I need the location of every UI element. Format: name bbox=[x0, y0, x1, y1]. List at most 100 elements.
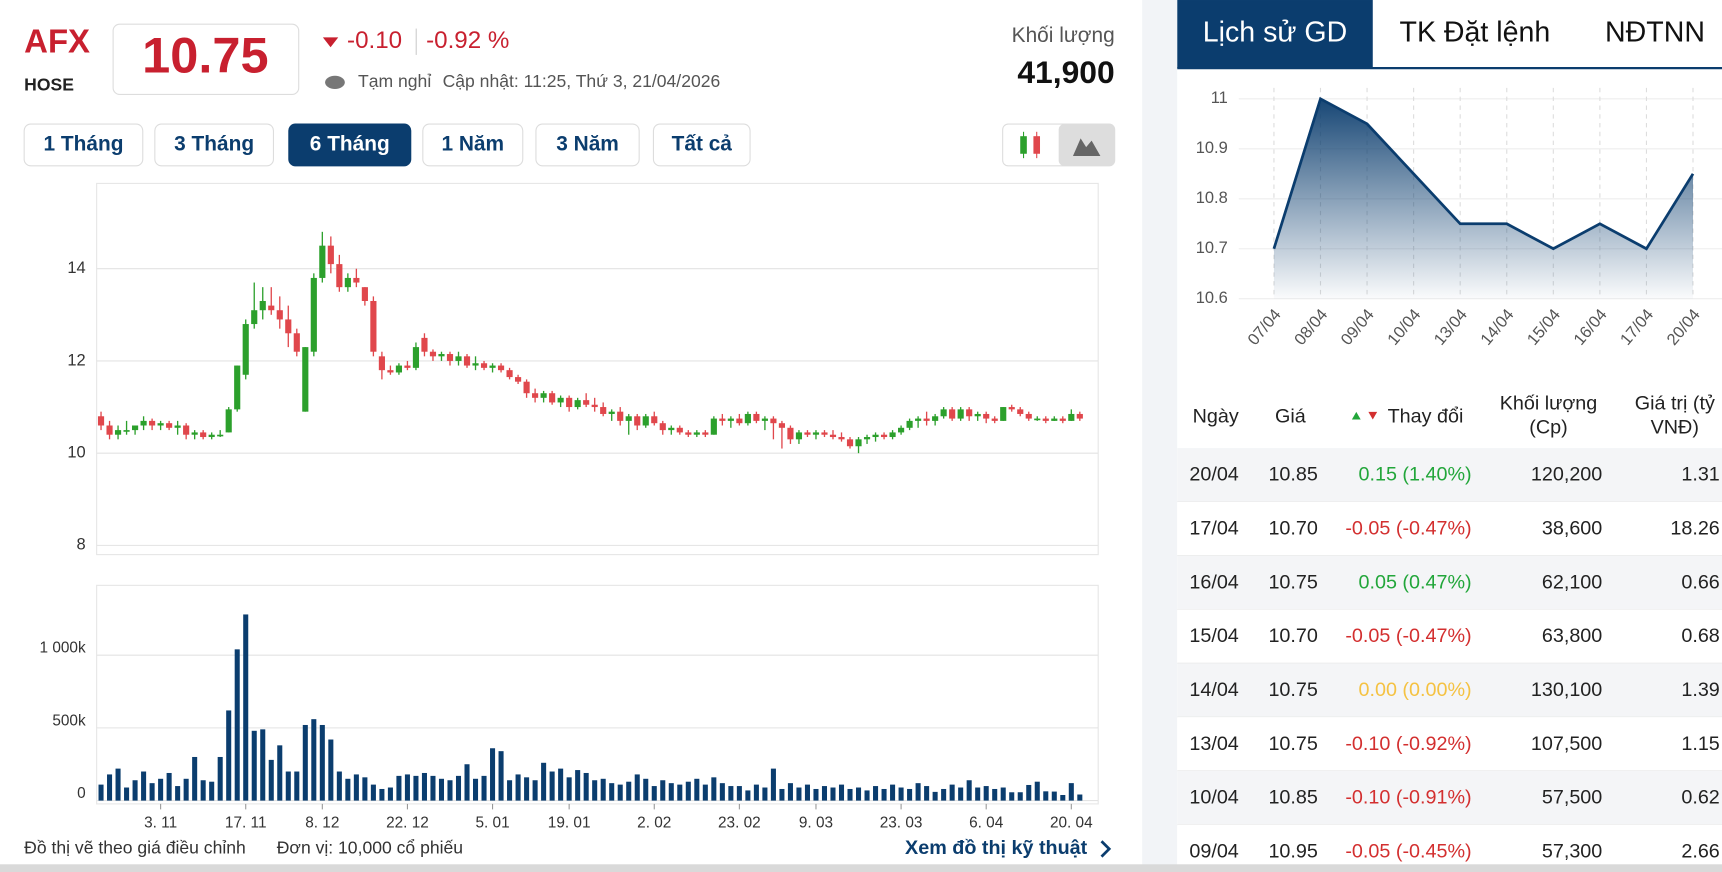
range-button-label[interactable]: Tất cả bbox=[672, 132, 733, 155]
candle-icon bbox=[1020, 131, 1041, 159]
candle-body bbox=[949, 409, 956, 419]
table-cell: -0.05 (-0.45%) bbox=[1345, 840, 1471, 862]
candle-body bbox=[617, 411, 624, 421]
range-button[interactable] bbox=[535, 123, 640, 167]
volume-bar bbox=[796, 787, 802, 801]
range-button-label[interactable]: 3 Năm bbox=[556, 132, 619, 155]
candle-body bbox=[149, 420, 156, 426]
volume-bar bbox=[1034, 781, 1040, 801]
y-tick-label: 11 bbox=[1211, 89, 1228, 107]
volume-bar bbox=[464, 764, 470, 801]
candle-body bbox=[404, 365, 411, 368]
volume-bar bbox=[183, 778, 189, 801]
range-button[interactable] bbox=[652, 123, 751, 167]
exchange: HOSE bbox=[24, 74, 74, 94]
range-button[interactable] bbox=[23, 123, 144, 167]
candle-body bbox=[727, 418, 734, 421]
table-header: Khối lượng bbox=[1500, 392, 1598, 414]
symbol: AFX bbox=[24, 23, 90, 60]
candle-body bbox=[378, 356, 385, 371]
candle-body bbox=[710, 418, 717, 435]
volume-bar bbox=[890, 784, 896, 801]
candle-body bbox=[668, 427, 675, 431]
volume-bar bbox=[549, 771, 555, 801]
tech-chart-link[interactable]: Xem đồ thị kỹ thuật bbox=[905, 837, 1088, 859]
table-row bbox=[1177, 501, 1722, 556]
candle-body bbox=[310, 277, 317, 352]
table-cell: -0.05 (-0.47%) bbox=[1345, 518, 1471, 540]
tab[interactable]: TK Đặt lệnh bbox=[1400, 17, 1551, 49]
tab[interactable]: Lịch sử GD bbox=[1203, 17, 1347, 49]
volume-bar bbox=[626, 781, 632, 801]
candle-body bbox=[872, 434, 879, 438]
volume-bar bbox=[592, 780, 598, 801]
candle-body bbox=[846, 439, 854, 447]
volume-bar bbox=[158, 778, 164, 801]
candle-body bbox=[140, 420, 147, 426]
price-box bbox=[112, 23, 300, 96]
x-tick-label: 17. 11 bbox=[225, 815, 267, 832]
volume-bar bbox=[1000, 787, 1006, 801]
volume-bar bbox=[285, 771, 291, 801]
y-tick-label: 14 bbox=[67, 259, 85, 277]
table-cell: 17/04 bbox=[1189, 518, 1238, 540]
table-row bbox=[1177, 770, 1722, 825]
candle-body bbox=[932, 416, 939, 421]
range-button-label[interactable]: 3 Tháng bbox=[174, 132, 254, 155]
candle-body bbox=[361, 287, 368, 301]
area-fill bbox=[1273, 98, 1694, 299]
candle-body bbox=[634, 416, 641, 426]
table-header: (Cp) bbox=[1529, 417, 1567, 439]
area-toggle[interactable] bbox=[1058, 124, 1115, 166]
candle-body bbox=[463, 356, 471, 366]
x-tick-label: 6. 04 bbox=[969, 815, 1004, 832]
table-row bbox=[1177, 717, 1722, 771]
table-header: VNĐ) bbox=[1651, 417, 1699, 439]
volume-bar bbox=[277, 745, 283, 801]
x-tick-label: 2. 02 bbox=[637, 815, 671, 832]
volume-bar bbox=[192, 756, 198, 801]
candle-body bbox=[1017, 409, 1024, 414]
volume-bar bbox=[609, 783, 615, 801]
y-tick-label: 10.6 bbox=[1196, 289, 1228, 307]
candle-body bbox=[693, 432, 700, 435]
volume-bar bbox=[217, 756, 223, 801]
price: 10.75 bbox=[142, 27, 268, 84]
range-button[interactable] bbox=[422, 123, 524, 167]
candle-body bbox=[327, 245, 334, 265]
table-cell: 1.39 bbox=[1681, 679, 1719, 701]
volume-bar bbox=[643, 778, 649, 801]
status-dot bbox=[325, 75, 345, 89]
range-button[interactable] bbox=[288, 123, 412, 167]
candle-body bbox=[293, 333, 300, 352]
candle-body bbox=[523, 381, 530, 394]
range-button[interactable] bbox=[154, 123, 275, 167]
table-cell: 2.66 bbox=[1681, 840, 1719, 862]
candle-body bbox=[574, 400, 581, 408]
range-button-label[interactable]: 1 Tháng bbox=[43, 132, 123, 155]
volume-bar bbox=[736, 786, 742, 801]
volume-bar bbox=[898, 787, 904, 801]
volume-bar bbox=[941, 788, 947, 801]
table-cell: -0.10 (-0.91%) bbox=[1345, 787, 1471, 809]
volume-bar bbox=[200, 780, 206, 801]
volume-bar bbox=[813, 788, 819, 801]
volume-bar bbox=[353, 774, 359, 801]
candle-body bbox=[829, 434, 837, 438]
volume-bar bbox=[226, 710, 232, 801]
candle-body bbox=[557, 397, 564, 403]
volume-bar bbox=[447, 780, 453, 801]
footer-note: Đồ thị vẽ theo giá điều chỉnh bbox=[24, 838, 246, 858]
up-icon bbox=[1351, 411, 1361, 420]
volume-bar bbox=[924, 786, 930, 801]
candle-body bbox=[651, 416, 658, 424]
volume-bar bbox=[685, 781, 691, 801]
candle-body bbox=[1059, 418, 1066, 421]
volume-bar bbox=[566, 777, 572, 801]
y-tick-label: 8 bbox=[76, 536, 85, 554]
tab[interactable]: NĐTNN bbox=[1605, 17, 1705, 49]
range-button-label[interactable]: 6 Tháng bbox=[310, 132, 390, 155]
range-button-label[interactable]: 1 Năm bbox=[441, 132, 504, 155]
volume-bar bbox=[711, 777, 717, 801]
